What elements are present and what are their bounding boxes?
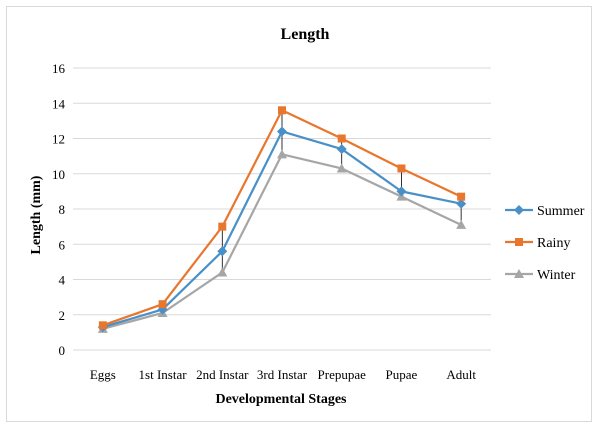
y-tick-label: 16 <box>52 61 66 76</box>
series-winter <box>97 149 467 333</box>
data-point-rainy <box>337 134 346 143</box>
y-tick-label: 14 <box>52 96 66 111</box>
x-axis-label: Developmental Stages <box>215 392 347 407</box>
x-tick-label: 1st Instar <box>139 367 188 382</box>
line-chart: Length Length (mm) Developmental Stages … <box>29 26 585 407</box>
data-point-summer <box>396 186 407 197</box>
x-tick-label: Pupae <box>386 367 418 382</box>
legend-item-rainy: Rainy <box>505 236 570 251</box>
y-tick-labels: 0 2 4 6 8 10 12 14 16 <box>52 61 66 358</box>
data-point-rainy <box>98 321 107 330</box>
data-point-rainy <box>218 222 227 231</box>
data-point-summer <box>277 126 287 137</box>
legend-marker-winter <box>514 269 524 278</box>
y-tick-label: 12 <box>52 132 65 147</box>
legend-marker-rainy <box>515 238 523 246</box>
x-tick-labels: Eggs 1st Instar 2nd Instar 3rd Instar Prepup… <box>90 367 476 382</box>
legend: Summer Rainy Winter <box>505 204 585 283</box>
y-axis-label: Length (mm) <box>29 175 44 254</box>
legend-label-winter: Winter <box>537 268 576 283</box>
series-summer <box>97 126 467 333</box>
data-point-summer <box>217 246 228 257</box>
data-point-rainy <box>457 192 466 201</box>
x-tick-label: Adult <box>446 367 476 382</box>
data-point-winter <box>456 219 467 229</box>
data-point-summer <box>336 144 347 155</box>
data-point-winter <box>277 149 287 159</box>
series-rainy <box>98 106 466 330</box>
y-tick-label: 8 <box>59 202 66 217</box>
legend-label-rainy: Rainy <box>537 236 570 251</box>
y-tick-label: 2 <box>59 308 66 323</box>
x-tick-label: 2nd Instar <box>196 367 249 382</box>
y-tick-label: 0 <box>59 343 66 358</box>
y-tick-label: 6 <box>59 237 66 252</box>
series-layer <box>97 106 467 333</box>
legend-item-winter: Winter <box>505 268 576 283</box>
chart-title: Length <box>281 26 330 43</box>
data-point-rainy <box>278 106 286 115</box>
series-line-winter <box>102 153 462 330</box>
legend-item-summer: Summer <box>505 204 585 219</box>
legend-label-summer: Summer <box>537 204 585 219</box>
data-point-rainy <box>158 300 167 309</box>
data-point-summer <box>456 198 467 209</box>
data-point-winter <box>336 163 347 173</box>
y-tick-label: 10 <box>52 167 65 182</box>
data-point-winter <box>217 267 228 277</box>
legend-marker-summer <box>514 205 524 215</box>
data-point-rainy <box>397 164 406 173</box>
y-tick-label: 4 <box>59 273 66 288</box>
x-tick-label: Eggs <box>90 367 116 382</box>
x-tick-label: Prepupae <box>318 367 367 382</box>
chart-frame: Length Length (mm) Developmental Stages … <box>6 6 592 422</box>
error-bars <box>102 110 462 329</box>
series-line-summer <box>102 130 462 329</box>
x-tick-label: 3rd Instar <box>257 367 308 382</box>
